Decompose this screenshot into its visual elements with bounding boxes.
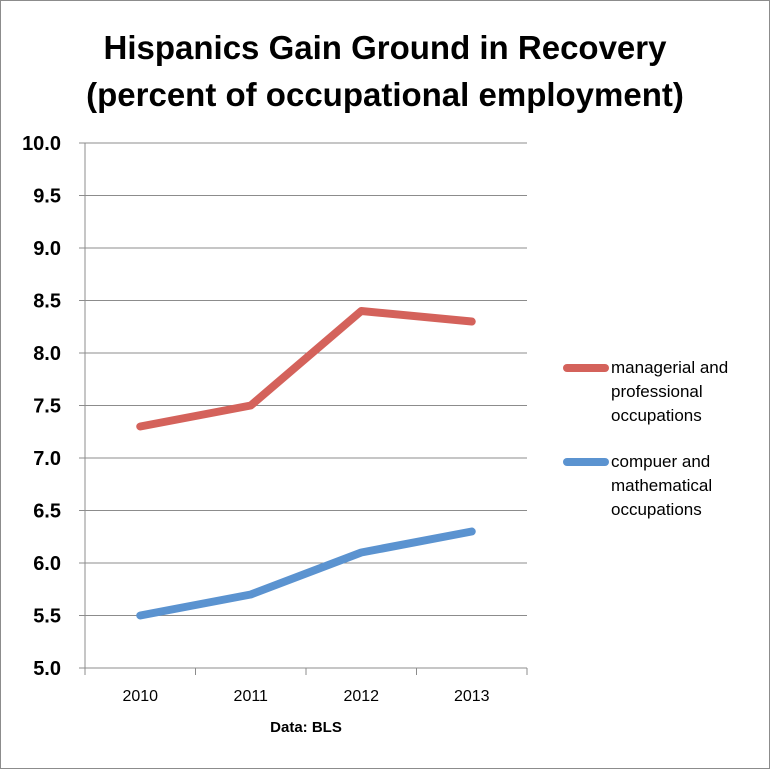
legend-label-0-line-0: managerial and — [611, 358, 728, 377]
y-tick-label-6: 8.0 — [33, 343, 61, 365]
y-tick-label-10: 10.0 — [22, 133, 61, 155]
y-tick-label-0: 5.0 — [33, 658, 61, 680]
x-tick-label-0: 2010 — [122, 688, 158, 705]
chart-title-line-2: (percent of occupational employment) — [86, 76, 684, 113]
legend-label-1-line-1: mathematical — [611, 476, 712, 495]
y-tick-label-5: 7.5 — [33, 396, 61, 418]
series-lines — [136, 307, 476, 620]
x-tick-label-2: 2012 — [343, 688, 379, 705]
y-tick-label-2: 6.0 — [33, 553, 61, 575]
y-tick-label-7: 8.5 — [33, 291, 61, 313]
y-tick-label-1: 5.5 — [33, 606, 61, 628]
series-line-0 — [136, 307, 476, 431]
gridlines — [85, 142, 527, 616]
series-line-1 — [136, 527, 476, 620]
y-tick-label-9: 9.5 — [33, 186, 61, 208]
legend-label-1-line-2: occupations — [611, 500, 702, 519]
axes — [79, 142, 528, 675]
x-tick-labels: 2010 2011 2012 2013 — [122, 688, 489, 705]
y-tick-label-4: 7.0 — [33, 448, 61, 470]
y-tick-labels: 5.0 5.5 6.0 6.5 7.0 7.5 8.0 8.5 9.0 9.5 10.0 — [22, 133, 61, 680]
legend: managerial and professional occupations com… — [563, 358, 728, 519]
x-tick-label-1: 2011 — [234, 688, 269, 705]
y-tick-label-8: 9.0 — [33, 238, 61, 260]
x-axis-label: Data: BLS — [270, 719, 342, 736]
legend-label-0-line-2: occupations — [611, 406, 702, 425]
legend-label-0-line-1: professional — [611, 382, 703, 401]
chart-title-line-1: Hispanics Gain Ground in Recovery — [104, 29, 668, 66]
legend-label-1-line-0: compuer and — [611, 452, 710, 471]
chart-title: Hispanics Gain Ground in Recovery (perce… — [86, 29, 684, 113]
x-tick-label-3: 2013 — [454, 688, 490, 705]
y-tick-label-3: 6.5 — [33, 501, 61, 523]
